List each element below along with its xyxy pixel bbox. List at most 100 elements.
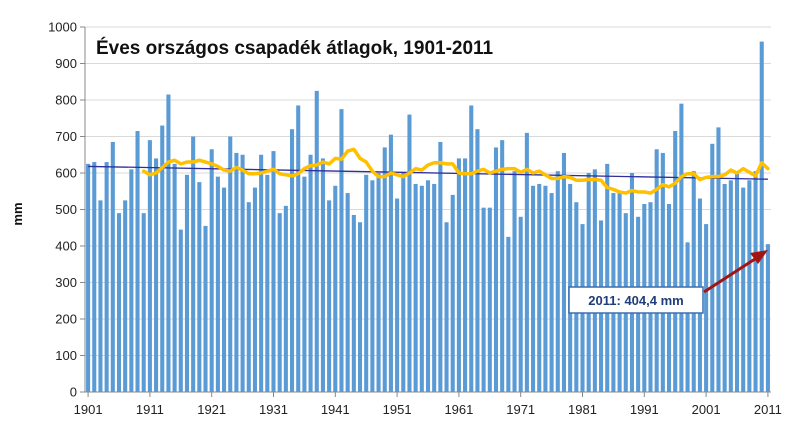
bar-1913 bbox=[160, 125, 165, 393]
bar-1958 bbox=[438, 141, 443, 392]
bar-1941 bbox=[333, 185, 338, 392]
bar-1969 bbox=[506, 236, 511, 392]
bar-2010 bbox=[759, 41, 764, 392]
bar-1902 bbox=[92, 162, 97, 392]
x-tick-label: 1991 bbox=[630, 402, 659, 417]
bar-1919 bbox=[197, 182, 202, 392]
bar-1905 bbox=[110, 141, 115, 392]
x-tick-label: 1941 bbox=[321, 402, 350, 417]
x-tick-label: 2001 bbox=[692, 402, 721, 417]
bar-1999 bbox=[691, 171, 696, 392]
bar-1939 bbox=[320, 158, 325, 392]
bar-1989 bbox=[629, 173, 634, 392]
moving-average-line bbox=[141, 147, 770, 195]
bar-1932 bbox=[277, 213, 282, 392]
bar-1908 bbox=[129, 169, 134, 392]
bar-1903 bbox=[98, 200, 103, 392]
bar-1983 bbox=[592, 169, 597, 392]
chart-title: Éves országos csapadék átlagok, 1901-201… bbox=[96, 37, 494, 59]
bar-1972 bbox=[524, 132, 529, 392]
annotation-arrow bbox=[703, 255, 759, 294]
bar-2006 bbox=[734, 173, 740, 392]
y-tick-label: 600 bbox=[55, 166, 77, 181]
bar-1952 bbox=[401, 173, 406, 392]
y-tick-label: 100 bbox=[55, 348, 77, 363]
bar-1946 bbox=[364, 174, 369, 392]
x-tick-label: 1951 bbox=[383, 402, 412, 417]
bar-series bbox=[86, 41, 770, 393]
bar-1912 bbox=[154, 158, 159, 392]
y-tick-label: 700 bbox=[55, 129, 77, 144]
bar-1907 bbox=[123, 200, 128, 392]
bar-1937 bbox=[308, 154, 313, 392]
bar-1920 bbox=[203, 225, 208, 392]
bar-1951 bbox=[395, 198, 400, 392]
bar-1915 bbox=[172, 163, 177, 392]
bar-2003 bbox=[716, 127, 721, 392]
bar-1936 bbox=[302, 176, 307, 392]
bar-1968 bbox=[500, 140, 505, 392]
bar-1923 bbox=[222, 187, 227, 392]
x-tick-label: 1971 bbox=[506, 402, 535, 417]
y-tick-label: 200 bbox=[55, 312, 77, 327]
bar-1959 bbox=[444, 222, 449, 392]
bar-1916 bbox=[178, 229, 183, 392]
bar-1966 bbox=[487, 207, 492, 392]
moving-average-group bbox=[141, 147, 770, 195]
bar-1924 bbox=[228, 136, 233, 392]
bar-1942 bbox=[339, 109, 344, 392]
bar-1993 bbox=[654, 149, 659, 392]
y-axis-label: mm bbox=[10, 202, 25, 225]
bar-1917 bbox=[184, 174, 190, 392]
bar-1957 bbox=[432, 183, 437, 392]
bar-1938 bbox=[314, 90, 319, 392]
bar-1963 bbox=[469, 105, 474, 392]
bar-1996 bbox=[673, 131, 678, 392]
bar-1975 bbox=[543, 185, 548, 392]
bar-1985 bbox=[605, 163, 610, 392]
bar-1940 bbox=[327, 200, 332, 392]
bar-1904 bbox=[104, 162, 109, 392]
bar-2009 bbox=[753, 171, 758, 392]
bar-1945 bbox=[357, 222, 363, 392]
bar-2004 bbox=[722, 183, 727, 392]
axes bbox=[84, 27, 771, 397]
annotation-callout-text: 2011: 404,4 mm bbox=[588, 293, 683, 308]
x-tick-labels: 1901 1911 1921 1931 1941 1951 1961 1971 1981 1991… bbox=[74, 402, 782, 417]
bar-1918 bbox=[191, 136, 196, 392]
y-tick-label: 1000 bbox=[48, 20, 77, 35]
bar-1962 bbox=[463, 158, 468, 392]
bar-1997 bbox=[679, 103, 684, 393]
trend-line bbox=[88, 165, 768, 180]
bar-1976 bbox=[549, 193, 554, 392]
bar-1943 bbox=[345, 193, 350, 392]
y-tick-label: 300 bbox=[55, 275, 77, 290]
bar-1921 bbox=[209, 149, 214, 392]
y-tick-labels: 0 100 200 300 400 500 600 700 800 900 1000 bbox=[48, 20, 77, 400]
bar-1933 bbox=[283, 205, 288, 392]
bar-2002 bbox=[710, 143, 715, 392]
trend-line-group bbox=[88, 165, 768, 180]
bar-1914 bbox=[166, 94, 171, 393]
bar-1928 bbox=[252, 187, 257, 392]
bar-1901 bbox=[86, 163, 91, 392]
bar-1906 bbox=[116, 213, 122, 392]
bar-1909 bbox=[135, 131, 140, 392]
bar-2001 bbox=[704, 224, 709, 392]
bar-2005 bbox=[728, 180, 733, 392]
bar-1960 bbox=[450, 194, 455, 392]
bar-1929 bbox=[259, 154, 264, 392]
x-tick-label: 1921 bbox=[197, 402, 226, 417]
bar-1935 bbox=[296, 105, 301, 392]
y-tick-label: 800 bbox=[55, 93, 77, 108]
bar-1954 bbox=[413, 183, 418, 392]
annotation-arrowhead bbox=[750, 250, 768, 264]
bar-1977 bbox=[555, 171, 560, 392]
y-tick-label: 900 bbox=[55, 56, 77, 71]
bar-1970 bbox=[512, 171, 517, 392]
x-tick-label: 1911 bbox=[136, 402, 164, 417]
y-tick-label: 400 bbox=[55, 239, 77, 254]
y-tick-label: 0 bbox=[70, 385, 77, 400]
bar-1927 bbox=[246, 202, 251, 392]
